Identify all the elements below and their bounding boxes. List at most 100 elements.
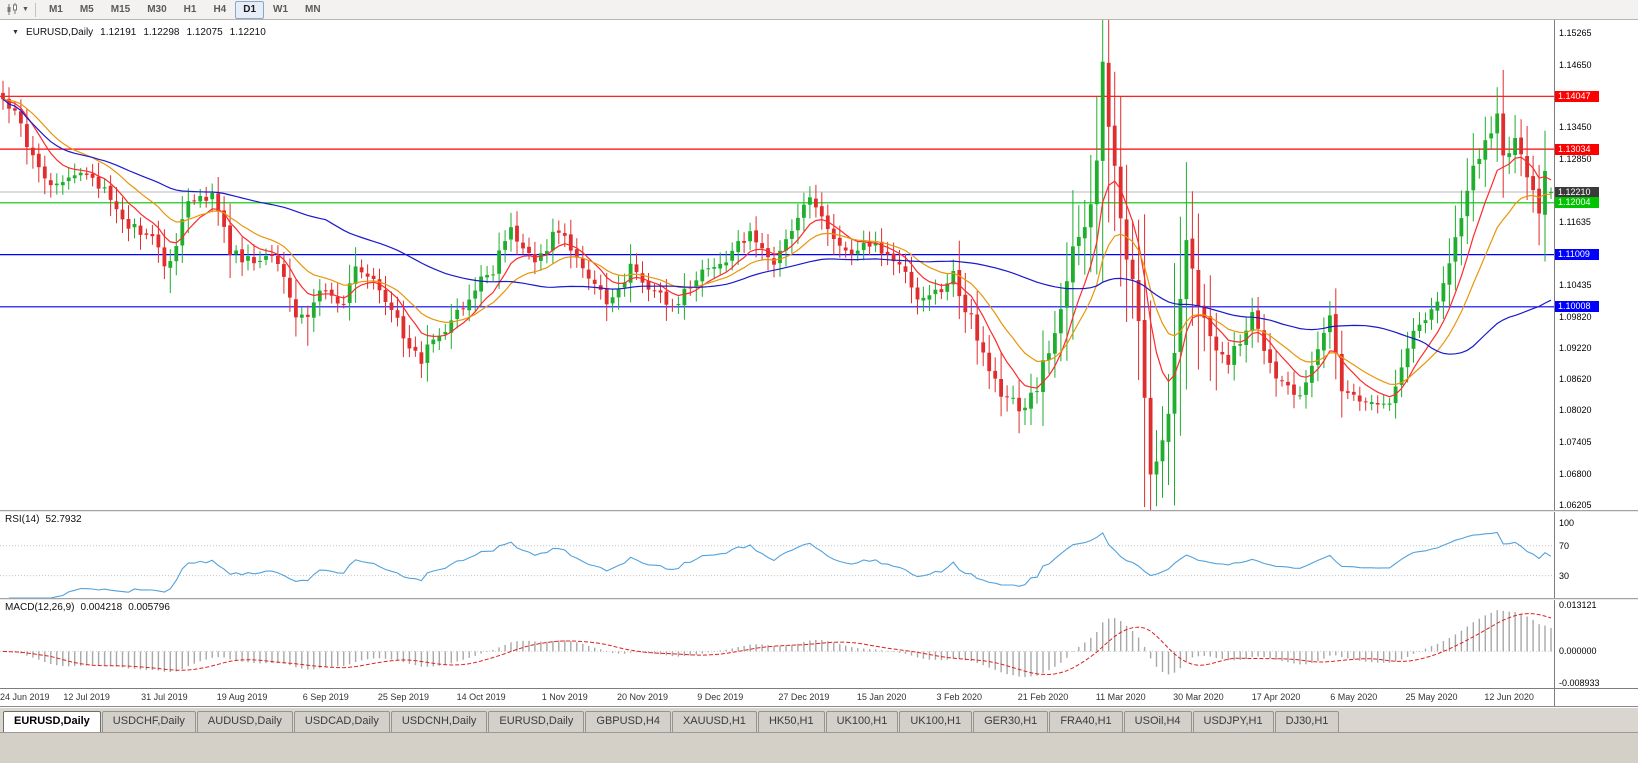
macd-main-value: 0.004218: [80, 602, 123, 613]
macd-histogram: [2, 610, 1552, 678]
date-tick-label: 12 Jul 2019: [63, 692, 110, 702]
fast-ma-line[interactable]: [2, 98, 1552, 398]
price-tick-label: 1.15265: [1559, 27, 1592, 38]
date-tick-label: 27 Dec 2019: [778, 692, 830, 702]
price-tick-label: 1.06800: [1559, 469, 1592, 480]
price-tick-label: 1.14650: [1559, 59, 1592, 70]
chart-tab-USDCHF-Daily[interactable]: USDCHF,Daily: [101, 711, 196, 732]
macd-tick-label: 0.013121: [1559, 599, 1597, 610]
price-level-chip-1.12210: 1.12210: [1555, 186, 1599, 198]
date-tick-label: 11 Mar 2020: [1095, 692, 1146, 702]
price-level-chip-1.11009: 1.11009: [1555, 249, 1599, 261]
rsi-value: 52.7932: [45, 514, 82, 525]
chart-ohlc-readout: ▼ EURUSD,Daily 1.12191 1.12298 1.12075 1…: [12, 27, 266, 38]
ohlc-close-value: 1.12210: [229, 27, 266, 38]
macd-plot[interactable]: MACD(12,26,9) 0.004218 0.005796: [0, 600, 1554, 688]
chart-tab-FRA40-H1[interactable]: FRA40,H1: [1049, 711, 1123, 732]
panel-splitter-1[interactable]: [0, 510, 1638, 512]
price-tick-label: 1.13450: [1559, 122, 1592, 133]
ohlc-open-value: 1.12191: [100, 27, 137, 38]
time-axis[interactable]: 24 Jun 2019 12 Jul 2019 31 Jul 2019 19 Aug …: [0, 688, 1638, 706]
expander-icon[interactable]: ▼: [12, 29, 19, 36]
macd-panel: MACD(12,26,9) 0.004218 0.005796 0.013121…: [0, 600, 1638, 688]
price-tick-label: 1.06205: [1559, 500, 1592, 511]
timeframe-button-M5[interactable]: M5: [79, 3, 94, 15]
timeframe-button-M1[interactable]: M1: [48, 3, 63, 15]
chart-tab-HK50-H1[interactable]: HK50,H1: [757, 711, 825, 732]
chart-tab-GER30-H1[interactable]: GER30,H1: [973, 711, 1049, 732]
timeframe-button-M15[interactable]: M15: [110, 3, 131, 15]
chart-tools-button[interactable]: ▼: [3, 2, 32, 17]
date-tick-label: 31 Jul 2019: [141, 692, 188, 702]
chart-tab-USDJPY-H1[interactable]: USDJPY,H1: [1192, 711, 1274, 732]
dropdown-caret-icon: ▼: [22, 6, 29, 13]
rsi-canvas[interactable]: [0, 512, 1554, 598]
price-chart-canvas[interactable]: [0, 20, 1554, 510]
timeframe-button-H1[interactable]: H1: [183, 3, 197, 15]
ohlc-low-value: 1.12075: [186, 27, 223, 38]
date-tick-label: 19 Aug 2019: [216, 692, 268, 702]
date-tick-label: 12 Jun 2020: [1484, 692, 1534, 702]
mid-ma-line[interactable]: [2, 98, 1552, 386]
timeframe-button-MN[interactable]: MN: [305, 3, 321, 15]
chart-tab-USOil-H4[interactable]: USOil,H4: [1123, 711, 1192, 732]
date-tick-label: 24 Jun 2019: [0, 692, 50, 702]
rsi-tick-label: 70: [1559, 540, 1570, 551]
chart-symbol-label: EURUSD,Daily: [25, 27, 94, 38]
chart-tab-UK100-H1[interactable]: UK100,H1: [825, 711, 899, 732]
price-tick-label: 1.10435: [1559, 279, 1592, 290]
panel-splitter-2[interactable]: [0, 598, 1638, 600]
price-tick-label: 1.11635: [1559, 216, 1591, 227]
price-tick-label: 1.12850: [1559, 153, 1592, 164]
chart-workspace: ▼ EURUSD,Daily 1.12191 1.12298 1.12075 1…: [0, 20, 1638, 707]
rsi-axis[interactable]: 100 70 30: [1554, 512, 1638, 598]
price-tick-label: 1.08020: [1559, 405, 1592, 416]
chart-tab-USDCAD-Daily[interactable]: USDCAD,Daily: [293, 711, 390, 732]
chart-tab-EURUSD-Daily[interactable]: EURUSD,Daily: [3, 711, 101, 732]
rsi-plot[interactable]: RSI(14) 52.7932: [0, 512, 1554, 598]
chart-tab-UK100-H1[interactable]: UK100,H1: [899, 711, 973, 732]
chart-tab-DJ30-H1[interactable]: DJ30,H1: [1274, 711, 1340, 732]
macd-tick-label: 0.000000: [1559, 646, 1597, 657]
date-tick-label: 3 Feb 2020: [936, 692, 983, 702]
price-level-chip-1.10008: 1.10008: [1555, 301, 1599, 313]
candlestick-chart-icon: [7, 3, 17, 15]
price-tick-label: 1.07405: [1559, 437, 1592, 448]
timeframe-button-D1[interactable]: D1: [235, 0, 265, 19]
chart-tab-USDCNH-Daily[interactable]: USDCNH,Daily: [390, 711, 488, 732]
date-tick-label: 30 Mar 2020: [1173, 692, 1224, 702]
rsi-panel: RSI(14) 52.7932 100 70 30: [0, 512, 1638, 598]
macd-canvas[interactable]: [0, 600, 1554, 688]
rsi-tick-label: 100: [1559, 518, 1575, 529]
price-tick-label: 1.09820: [1559, 311, 1592, 322]
macd-title: MACD(12,26,9): [5, 602, 75, 613]
candles: [1, 20, 1553, 510]
chart-tab-AUDUSD-Daily[interactable]: AUDUSD,Daily: [196, 711, 293, 732]
chart-tab-XAUUSD-H1[interactable]: XAUUSD,H1: [671, 711, 757, 732]
price-tick-label: 1.08620: [1559, 374, 1592, 385]
date-tick-label: 1 Nov 2019: [541, 692, 588, 702]
price-chart-plot[interactable]: ▼ EURUSD,Daily 1.12191 1.12298 1.12075 1…: [0, 20, 1554, 510]
timeframe-button-M30[interactable]: M30: [147, 3, 167, 15]
chart-tab-bar: EURUSD,Daily USDCHF,Daily AUDUSD,Daily USDC…: [0, 707, 1638, 732]
timeframe-button-W1[interactable]: W1: [273, 3, 289, 15]
rsi-readout: RSI(14) 52.7932: [5, 514, 82, 525]
price-axis[interactable]: 1.15265 1.14650 1.13450 1.12850 1.11635 1.104…: [1554, 20, 1638, 510]
status-bar: [0, 732, 1638, 763]
toolbar-separator: [34, 2, 36, 17]
ohlc-high-value: 1.12298: [143, 27, 180, 38]
chart-tab-GBPUSD-H4[interactable]: GBPUSD,H4: [585, 711, 671, 732]
price-tick-label: 1.09220: [1559, 342, 1592, 353]
time-axis-labels: 24 Jun 2019 12 Jul 2019 31 Jul 2019 19 Aug …: [0, 689, 1554, 706]
rsi-title: RSI(14): [5, 514, 40, 525]
timeframe-button-H4[interactable]: H4: [213, 3, 227, 15]
macd-tick-label: -0.008933: [1559, 678, 1600, 689]
slow-ma-line[interactable]: [2, 98, 1552, 355]
chart-tab-EURUSD-Daily[interactable]: EURUSD,Daily: [488, 711, 585, 732]
date-tick-label: 20 Nov 2019: [616, 692, 669, 702]
macd-axis[interactable]: 0.013121 0.000000 -0.008933: [1554, 600, 1638, 688]
macd-signal-value: 0.005796: [128, 602, 170, 613]
date-tick-label: 14 Oct 2019: [456, 692, 506, 702]
date-tick-label: 6 Sep 2019: [302, 692, 349, 702]
